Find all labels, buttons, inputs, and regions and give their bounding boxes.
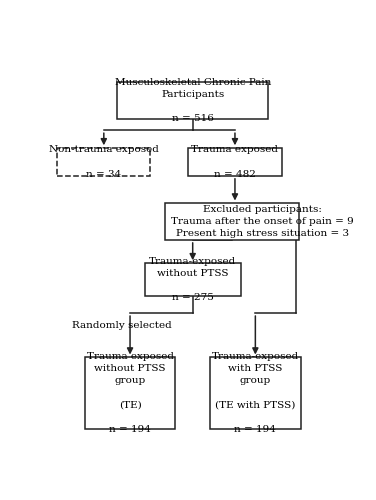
Text: Trauma exposed
without PTSS
group

(TE)

n = 194: Trauma exposed without PTSS group (TE) n… <box>86 352 174 434</box>
FancyBboxPatch shape <box>117 82 268 118</box>
FancyBboxPatch shape <box>57 148 150 176</box>
FancyBboxPatch shape <box>85 358 175 428</box>
Text: Musculoskeletal Chronic Pain
Participants

n = 516: Musculoskeletal Chronic Pain Participant… <box>115 78 271 123</box>
Text: Trauma exposed

n = 482: Trauma exposed n = 482 <box>191 146 279 178</box>
Text: Trauma-exposed
with PTSS
group

(TE with PTSS)

n = 194: Trauma-exposed with PTSS group (TE with … <box>212 352 299 434</box>
FancyBboxPatch shape <box>210 358 300 428</box>
FancyBboxPatch shape <box>188 148 282 176</box>
FancyBboxPatch shape <box>145 263 241 296</box>
Text: Non-trauma exposed

n = 34: Non-trauma exposed n = 34 <box>49 146 159 178</box>
FancyBboxPatch shape <box>165 204 299 240</box>
Text: Trauma-exposed
without PTSS

n = 275: Trauma-exposed without PTSS n = 275 <box>149 256 237 302</box>
Text: Randomly selected: Randomly selected <box>72 321 171 330</box>
Text: Excluded participants:
Trauma after the onset of pain = 9
Present high stress si: Excluded participants: Trauma after the … <box>171 205 353 238</box>
